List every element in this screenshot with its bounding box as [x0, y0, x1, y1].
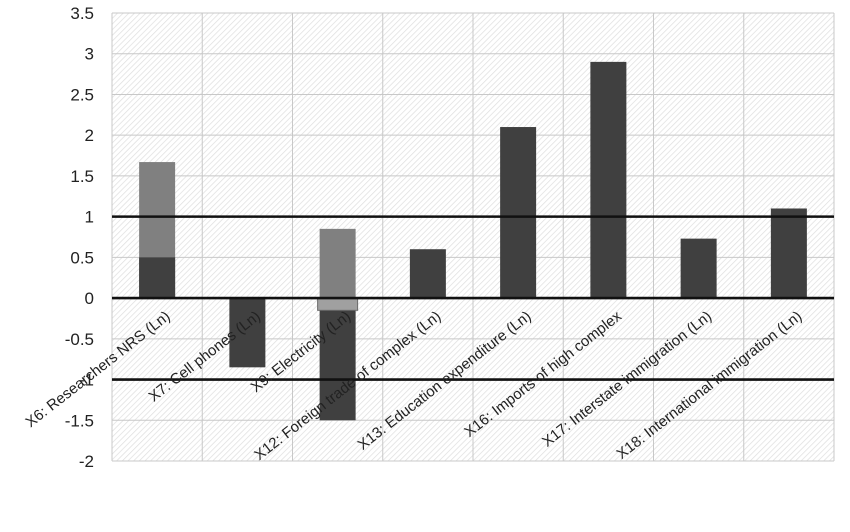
y-tick-label: 1: [85, 208, 94, 227]
bar-series-1: [770, 208, 807, 299]
y-tick-label: 2: [85, 126, 94, 145]
y-tick-label: 0: [85, 289, 94, 308]
bar-series-1: [500, 127, 537, 299]
reference-lines: [112, 215, 834, 381]
y-tick-label: 1.5: [70, 167, 94, 186]
bar-series-2: [319, 228, 356, 299]
bar-series-1: [590, 61, 627, 299]
y-tick-label: 3: [85, 45, 94, 64]
y-tick-label: -1.5: [65, 411, 94, 430]
y-axis-ticks: 3.5 3 2.5 2 1.5 1 0.5 0 -0.5 -1 -1.5 -2: [65, 4, 94, 471]
bar-series-1: [319, 298, 356, 421]
y-tick-label: -1: [79, 371, 94, 390]
y-tick-label: -0.5: [65, 330, 94, 349]
bar-series-3: [317, 297, 359, 311]
y-tick-label: 3.5: [70, 4, 94, 23]
bar-series-1: [229, 298, 266, 368]
y-tick-label: 0.5: [70, 248, 94, 267]
bar-series-1: [139, 257, 176, 299]
bars: [139, 61, 807, 421]
y-tick-label: -2: [79, 452, 94, 471]
bar-series-1: [409, 249, 446, 299]
bar-series-1: [680, 238, 717, 299]
y-tick-label: 2.5: [70, 85, 94, 104]
